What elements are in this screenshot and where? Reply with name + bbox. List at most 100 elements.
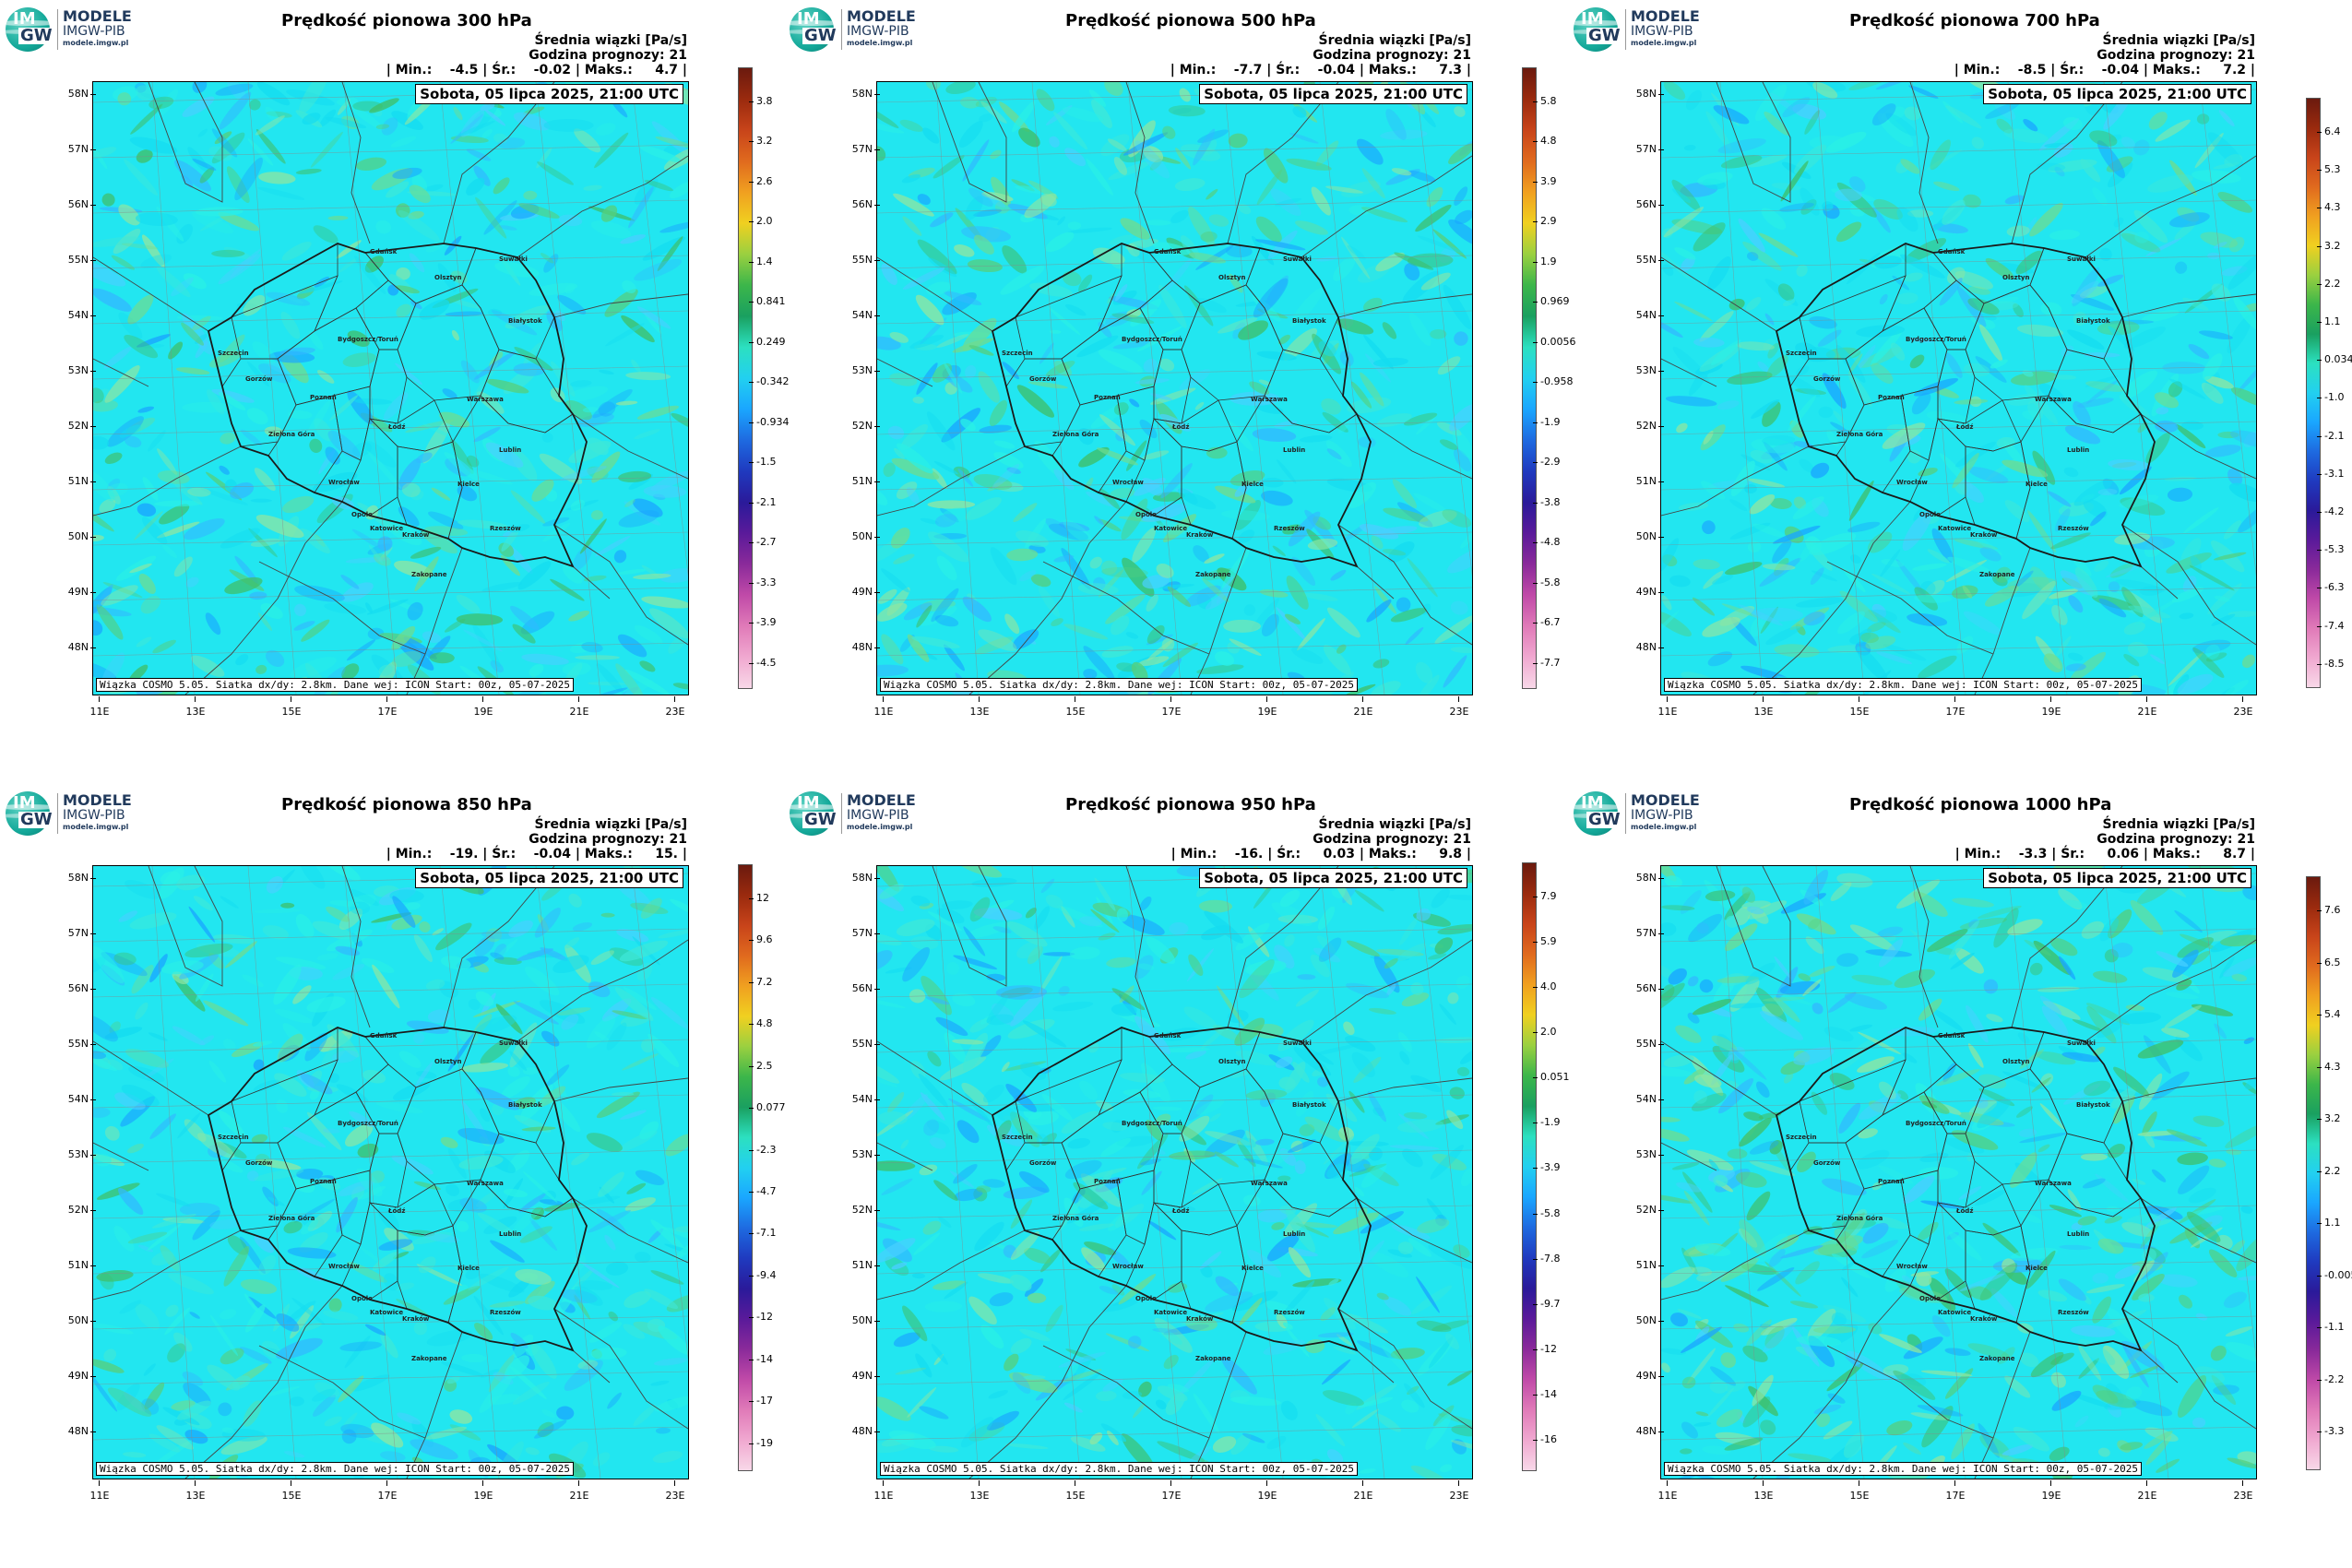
model-footer: Wiązka COSMO 5.05. Siatka dx/dy: 2.8km. …	[96, 1462, 574, 1476]
lat-tick-label: 55N	[841, 1038, 880, 1050]
lon-tick-label: 17E	[1942, 1480, 1969, 1502]
logo-line2: IMGW-PIB	[1631, 808, 1693, 823]
city-label: Bydgoszcz/Toruń	[1122, 336, 1182, 343]
colorbar-tick-label: 3.2	[749, 135, 773, 148]
logo-line1: MODELE	[1631, 791, 1700, 809]
city-label: Olsztyn	[434, 274, 462, 281]
panel-subtitle: Średnia wiązki [Pa/s]	[1318, 817, 1471, 832]
city-label: Suwałki	[2067, 1039, 2096, 1047]
lat-tick-label: 48N	[841, 641, 880, 653]
forecast-panel: IM GW MODELE IMGW-PIB modele.imgw.pl Prę…	[1568, 784, 2352, 1568]
colorbar-tick-label: -0.934	[748, 415, 790, 428]
lat-tick-label: 55N	[1625, 254, 1664, 266]
city-label: Bydgoszcz/Toruń	[1906, 336, 1966, 343]
city-label: Białystok	[1292, 317, 1326, 325]
colorbar-tick-label: 2.2	[2317, 277, 2341, 290]
city-label: Zielona Góra	[1836, 1215, 1883, 1222]
lat-tick-label: 57N	[841, 927, 880, 939]
lat-tick-label: 52N	[1625, 420, 1664, 432]
city-label: Rzeszów	[490, 1309, 521, 1316]
logo-url: modele.imgw.pl	[847, 39, 913, 47]
logo-line2: IMGW-PIB	[1631, 24, 1693, 39]
colorbar-tick-label: -1.5	[748, 456, 777, 469]
colorbar-tick-label: 4.0	[1533, 980, 1557, 993]
logo-gw-text: GW	[1586, 26, 1622, 45]
colorbar-tick-label: -9.4	[748, 1268, 777, 1281]
lat-tick-label: 49N	[1625, 586, 1664, 598]
colorbar-tick-label: -19	[749, 1436, 773, 1449]
city-label: Lublin	[2067, 446, 2090, 454]
forecast-hour: Godzina prognozy: 21	[1313, 48, 1471, 63]
city-label: Gorzów	[1029, 1159, 1057, 1167]
logo-divider	[841, 793, 842, 834]
field-plot	[877, 82, 1472, 695]
logo-line2: IMGW-PIB	[63, 808, 125, 823]
lon-tick-label: 23E	[2229, 1480, 2257, 1502]
lat-tick-label: 48N	[1625, 641, 1664, 653]
colorbar-tick-label: 2.2	[2317, 1164, 2341, 1177]
panel-title: Prędkość pionowa 700 hPa	[1849, 11, 2100, 30]
forecast-hour: Godzina prognozy: 21	[1313, 832, 1471, 847]
lon-tick-label: 15E	[278, 696, 305, 718]
city-label: Poznań	[310, 394, 337, 401]
city-label: Opole	[351, 511, 373, 518]
colorbar-tick-label: -2.7	[748, 536, 777, 549]
colorbar-tick-label: -8.5	[2316, 657, 2345, 670]
lon-tick-label: 19E	[2037, 1480, 2065, 1502]
city-label: Łódź	[388, 1207, 406, 1215]
lon-tick-label: 13E	[1750, 1480, 1777, 1502]
colorbar-tick-label: -2.9	[1532, 456, 1561, 469]
city-label: Warszawa	[467, 396, 504, 403]
colorbar-tick-label: -2.1	[2316, 429, 2345, 442]
city-label: Suwałki	[2067, 255, 2096, 263]
lon-tick-label: 11E	[86, 1480, 113, 1502]
city-label: Białystok	[2076, 1101, 2110, 1109]
city-label: Bydgoszcz/Toruń	[1906, 1120, 1966, 1127]
lon-tick-label: 13E	[182, 696, 209, 718]
city-label: Zielona Góra	[268, 431, 315, 438]
city-label: Suwałki	[499, 255, 528, 263]
lat-tick-label: 56N	[57, 982, 96, 994]
lat-tick-label: 53N	[57, 364, 96, 376]
lat-tick-label: 52N	[57, 420, 96, 432]
city-label: Gdańsk	[1154, 1032, 1182, 1039]
colorbar-tick-label: 0.0056	[1533, 335, 1576, 348]
lon-tick-label: 17E	[1158, 1480, 1185, 1502]
colorbar-tick-label: -17	[749, 1395, 773, 1408]
colorbar-tick-label: -3.3	[2316, 1425, 2345, 1438]
city-label: Szczecin	[218, 1134, 249, 1141]
colorbar-tick-label: -1.9	[1532, 415, 1561, 428]
city-label: Szczecin	[1786, 1134, 1817, 1141]
colorbar-tick-label: 4.8	[1533, 135, 1557, 148]
colorbar-tick-label: -7.1	[748, 1227, 777, 1240]
colorbar-tick-label: -12	[749, 1311, 773, 1324]
city-label: Gorzów	[245, 1159, 273, 1167]
colorbar	[738, 864, 753, 1471]
lon-tick-label: 23E	[1445, 696, 1473, 718]
lon-tick-label: 11E	[870, 696, 897, 718]
city-label: Białystok	[2076, 317, 2110, 325]
lon-tick-label: 23E	[1445, 1480, 1473, 1502]
colorbar-tick-label: -7.8	[1532, 1252, 1561, 1265]
colorbar-tick-label: 9.6	[749, 933, 773, 946]
logo-divider	[57, 793, 58, 834]
city-label: Warszawa	[1251, 396, 1288, 403]
colorbar-tick-label: 1.1	[2317, 1217, 2341, 1229]
city-label: Szczecin	[1002, 350, 1033, 357]
colorbar-tick-label: 0.969	[1533, 295, 1570, 308]
city-label: Zakopane	[1195, 571, 1231, 578]
lon-tick-label: 23E	[2229, 696, 2257, 718]
city-label: Kraków	[402, 1315, 430, 1323]
city-label: Szczecin	[1786, 350, 1817, 357]
city-label: Kraków	[402, 531, 430, 539]
lat-tick-label: 50N	[57, 530, 96, 542]
lon-tick-label: 15E	[1062, 696, 1089, 718]
city-label: Zakopane	[1979, 571, 2015, 578]
city-label: Wrocław	[328, 1263, 360, 1270]
colorbar-tick-label: 4.3	[2317, 201, 2341, 214]
lat-tick-label: 57N	[841, 143, 880, 155]
colorbar	[1522, 67, 1537, 689]
stats-line: | Min.: -19. | Śr.: -0.04 | Maks.: 15. |	[386, 847, 687, 861]
lat-tick-label: 49N	[1625, 1370, 1664, 1382]
lon-tick-label: 13E	[182, 1480, 209, 1502]
